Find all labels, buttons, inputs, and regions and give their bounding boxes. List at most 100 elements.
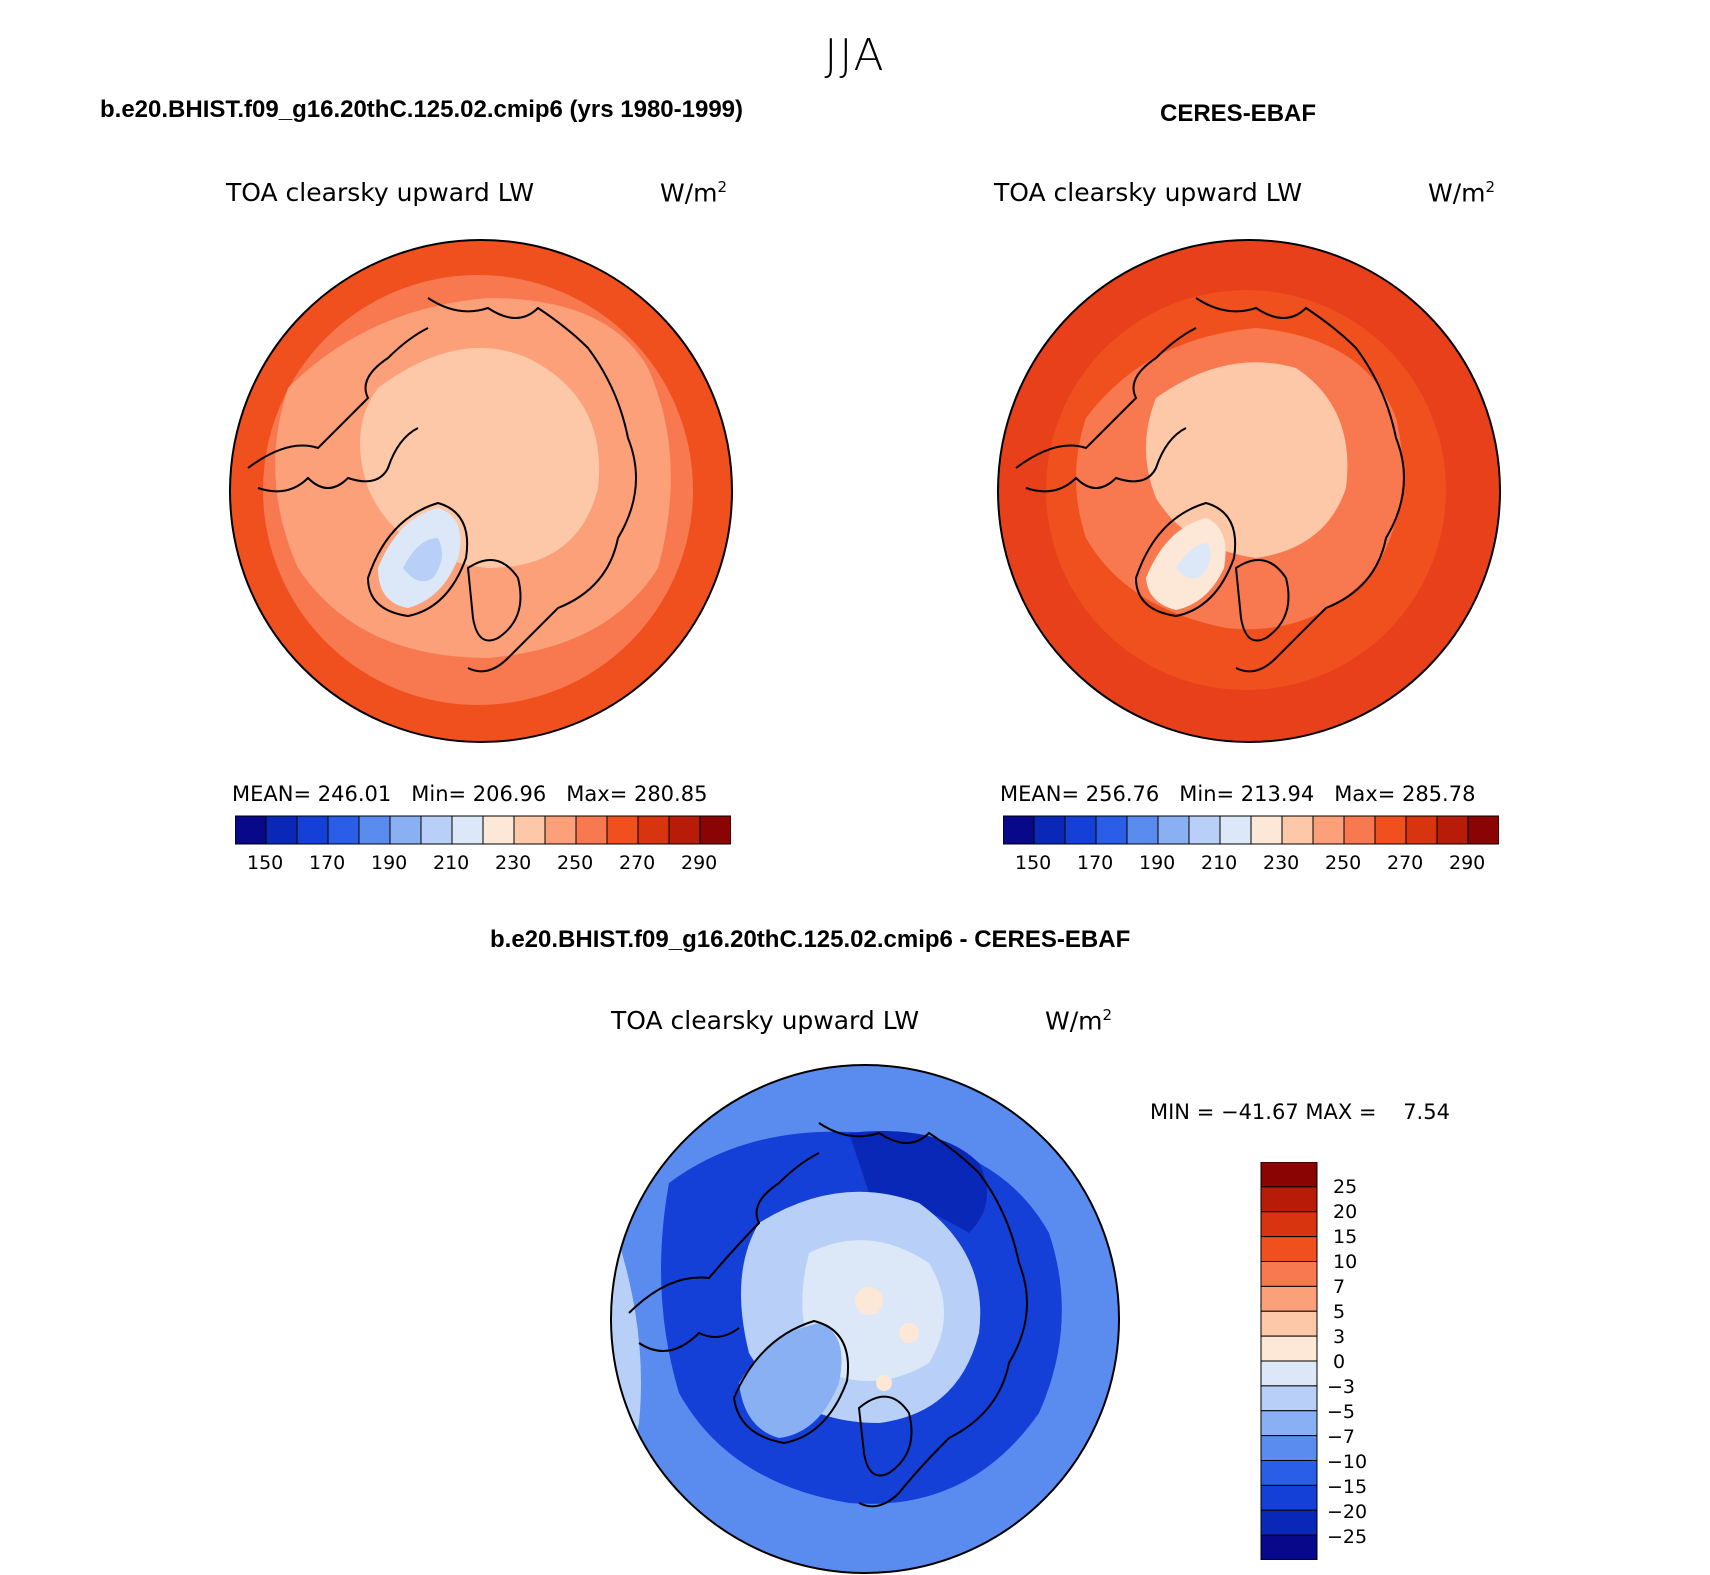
model-variable-label: TOA clearsky upward LW	[226, 178, 535, 207]
coastline-scandinavia	[466, 559, 522, 642]
model-panel-title: b.e20.BHIST.f09_g16.20thC.125.02.cmip6 (…	[100, 96, 744, 123]
colorbar-tick: −15	[1327, 1476, 1368, 1498]
colorbar-tick: 230	[495, 852, 532, 874]
colorbar-tick: 15	[1333, 1226, 1358, 1248]
coastline-americas	[628, 1152, 820, 1352]
colorbar-swatch	[513, 815, 546, 845]
colorbar-swatch	[1260, 1310, 1318, 1337]
colorbar-tick: 20	[1333, 1201, 1358, 1223]
obs-colorbar-ticks: 150 170 190 210 230 250 270 290	[1003, 852, 1499, 878]
colorbar-tick: 25	[1333, 1176, 1358, 1198]
colorbar-tick: 190	[1139, 852, 1176, 874]
colorbar-swatch	[1260, 1285, 1318, 1312]
colorbar-swatch	[451, 815, 484, 845]
colorbar-swatch	[1260, 1162, 1318, 1188]
map-fill-positive-patch	[855, 1287, 883, 1315]
colorbar-tick: 150	[247, 852, 284, 874]
model-stats: MEAN= 246.01 Min= 206.96 Max= 280.85	[232, 782, 708, 806]
colorbar-swatch	[235, 815, 267, 845]
units-exponent: 2	[1102, 1006, 1113, 1024]
colorbar-swatch	[1260, 1410, 1318, 1437]
colorbar-swatch	[1250, 815, 1283, 845]
units-exponent: 2	[1485, 178, 1496, 196]
colorbar-tick: 250	[1325, 852, 1362, 874]
colorbar-tick: −7	[1327, 1426, 1356, 1448]
colorbar-swatch	[544, 815, 577, 845]
colorbar-tick: 0	[1333, 1351, 1346, 1373]
colorbar-tick: −20	[1327, 1501, 1368, 1523]
model-units-label: W/m2	[660, 178, 727, 207]
colorbar-swatch	[389, 815, 422, 845]
coastline-americas	[247, 327, 429, 493]
colorbar-swatch	[1157, 815, 1190, 845]
colorbar-swatch	[1064, 815, 1097, 845]
map-fill-darkest	[849, 1131, 987, 1233]
coastline-americas	[1015, 327, 1197, 493]
colorbar-swatch	[637, 815, 670, 845]
map-fill-positive-patch	[899, 1323, 919, 1343]
colorbar-tick: 270	[619, 852, 656, 874]
colorbar-swatch	[1281, 815, 1314, 845]
colorbar-swatch	[1260, 1435, 1318, 1462]
model-colorbar	[235, 815, 731, 845]
units-base: W/m	[1428, 178, 1486, 208]
colorbar-swatch	[1260, 1335, 1318, 1362]
model-colorbar-ticks: 150 170 190 210 230 250 270 290	[235, 852, 731, 878]
colorbar-tick: 7	[1333, 1276, 1346, 1298]
colorbar-swatch	[482, 815, 515, 845]
colorbar-swatch	[1260, 1236, 1318, 1263]
colorbar-swatch	[1343, 815, 1376, 845]
colorbar-swatch	[699, 815, 731, 845]
colorbar-swatch	[1095, 815, 1128, 845]
colorbar-tick: 5	[1333, 1301, 1346, 1323]
diff-colorbar-labels: 25 20 15 10 7 5 3 0 −3 −5 −7 −10 −15 −20…	[1325, 1162, 1405, 1560]
obs-panel-title: CERES-EBAF	[1160, 100, 1317, 127]
map-fill-positive-patch	[876, 1375, 892, 1391]
colorbar-swatch	[1260, 1211, 1318, 1238]
colorbar-tick: 150	[1015, 852, 1052, 874]
coastline-greenland	[366, 501, 469, 618]
units-base: W/m	[660, 178, 718, 208]
colorbar-tick: 250	[557, 852, 594, 874]
colorbar-swatch	[327, 815, 360, 845]
colorbar-tick: −5	[1327, 1401, 1356, 1423]
units-base: W/m	[1045, 1006, 1103, 1036]
colorbar-tick: −3	[1327, 1376, 1356, 1398]
season-title: JJA	[824, 30, 886, 81]
map-fill-greenland-core	[1176, 543, 1211, 579]
colorbar-swatch	[265, 815, 298, 845]
colorbar-swatch	[1033, 815, 1066, 845]
diff-minmax: MIN = −41.67 MAX = 7.54	[1150, 1100, 1450, 1124]
colorbar-tick: 230	[1263, 852, 1300, 874]
colorbar-swatch	[1405, 815, 1438, 845]
colorbar-swatch	[1260, 1484, 1318, 1511]
colorbar-swatch	[358, 815, 391, 845]
colorbar-swatch	[296, 815, 329, 845]
colorbar-swatch	[1312, 815, 1345, 845]
colorbar-swatch	[1126, 815, 1159, 845]
coastline-eurasia	[1195, 297, 1405, 673]
colorbar-swatch	[575, 815, 608, 845]
colorbar-tick: 10	[1333, 1251, 1358, 1273]
diff-variable-label: TOA clearsky upward LW	[611, 1006, 920, 1035]
colorbar-swatch	[606, 815, 639, 845]
colorbar-swatch	[1260, 1261, 1318, 1287]
map-fill-inner	[360, 348, 600, 568]
colorbar-swatch	[1260, 1186, 1318, 1213]
model-polar-map	[229, 239, 733, 743]
coastline-scandinavia	[857, 1395, 913, 1477]
colorbar-swatch	[1188, 815, 1221, 845]
colorbar-tick: 170	[1077, 852, 1114, 874]
colorbar-swatch	[1219, 815, 1252, 845]
coastline-greenland	[1134, 501, 1237, 618]
obs-variable-label: TOA clearsky upward LW	[994, 178, 1303, 207]
diff-panel-title: b.e20.BHIST.f09_g16.20thC.125.02.cmip6 -…	[490, 926, 1131, 953]
coastline-eurasia	[427, 297, 637, 673]
map-border	[997, 239, 1501, 743]
colorbar-tick: 290	[681, 852, 718, 874]
coastline-eurasia	[818, 1122, 1028, 1508]
map-fill-greenland-core	[403, 538, 442, 582]
colorbar-tick: 270	[1387, 852, 1424, 874]
obs-units-label: W/m2	[1428, 178, 1495, 207]
colorbar-tick: −25	[1327, 1526, 1368, 1548]
